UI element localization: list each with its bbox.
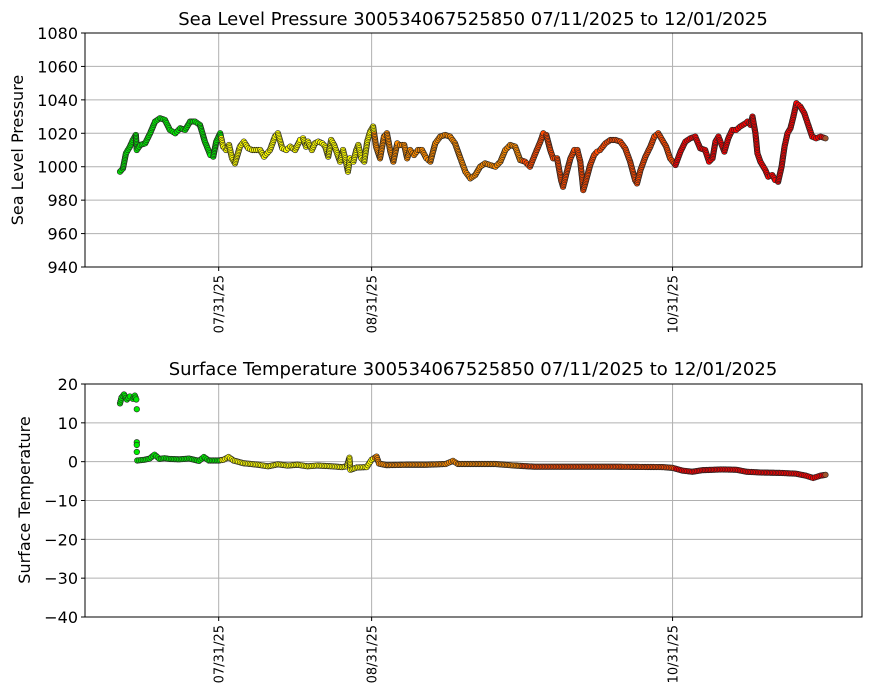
data-point [133, 441, 140, 449]
y-tick-label: −10 [44, 492, 78, 511]
data-point [133, 448, 140, 456]
data-point [822, 135, 829, 142]
y-tick-label: 0 [68, 453, 78, 472]
data-point [822, 471, 829, 478]
axes-frame [84, 383, 863, 618]
y-tick-label: 960 [47, 225, 78, 244]
temperature-y-axis-label: Surface Temperature [15, 416, 34, 583]
y-tick-label: 20 [58, 375, 78, 394]
x-tick-label: 07/31/25 [213, 275, 228, 333]
y-tick-label: 1060 [37, 57, 78, 76]
y-tick-label: 940 [47, 258, 78, 277]
axes-frame [84, 32, 863, 268]
y-tick-label: 980 [47, 191, 78, 210]
temperature-chart: Surface Temperature 300534067525850 07/1… [15, 359, 863, 683]
pressure-chart: Sea Level Pressure 300534067525850 07/11… [8, 9, 863, 333]
y-tick-label: −40 [44, 608, 78, 627]
x-tick-label: 08/31/25 [366, 625, 381, 683]
temperature-chart-title: Surface Temperature 300534067525850 07/1… [169, 359, 778, 380]
y-tick-label: 10 [58, 414, 78, 433]
pressure-y-axis-label: Sea Level Pressure [8, 75, 27, 226]
x-tick-label: 08/31/25 [366, 275, 381, 333]
y-tick-label: 1040 [37, 91, 78, 110]
y-tick-label: −20 [44, 530, 78, 549]
x-tick-label: 10/31/25 [667, 275, 682, 333]
y-tick-label: 1020 [37, 124, 78, 143]
y-tick-label: 1080 [37, 24, 78, 43]
y-tick-label: −30 [44, 569, 78, 588]
x-tick-label: 10/31/25 [667, 625, 682, 683]
y-tick-label: 1000 [37, 158, 78, 177]
pressure-chart-title: Sea Level Pressure 300534067525850 07/11… [178, 9, 768, 30]
data-point [133, 406, 140, 413]
x-tick-label: 07/31/25 [213, 625, 228, 683]
data-point [133, 396, 140, 403]
